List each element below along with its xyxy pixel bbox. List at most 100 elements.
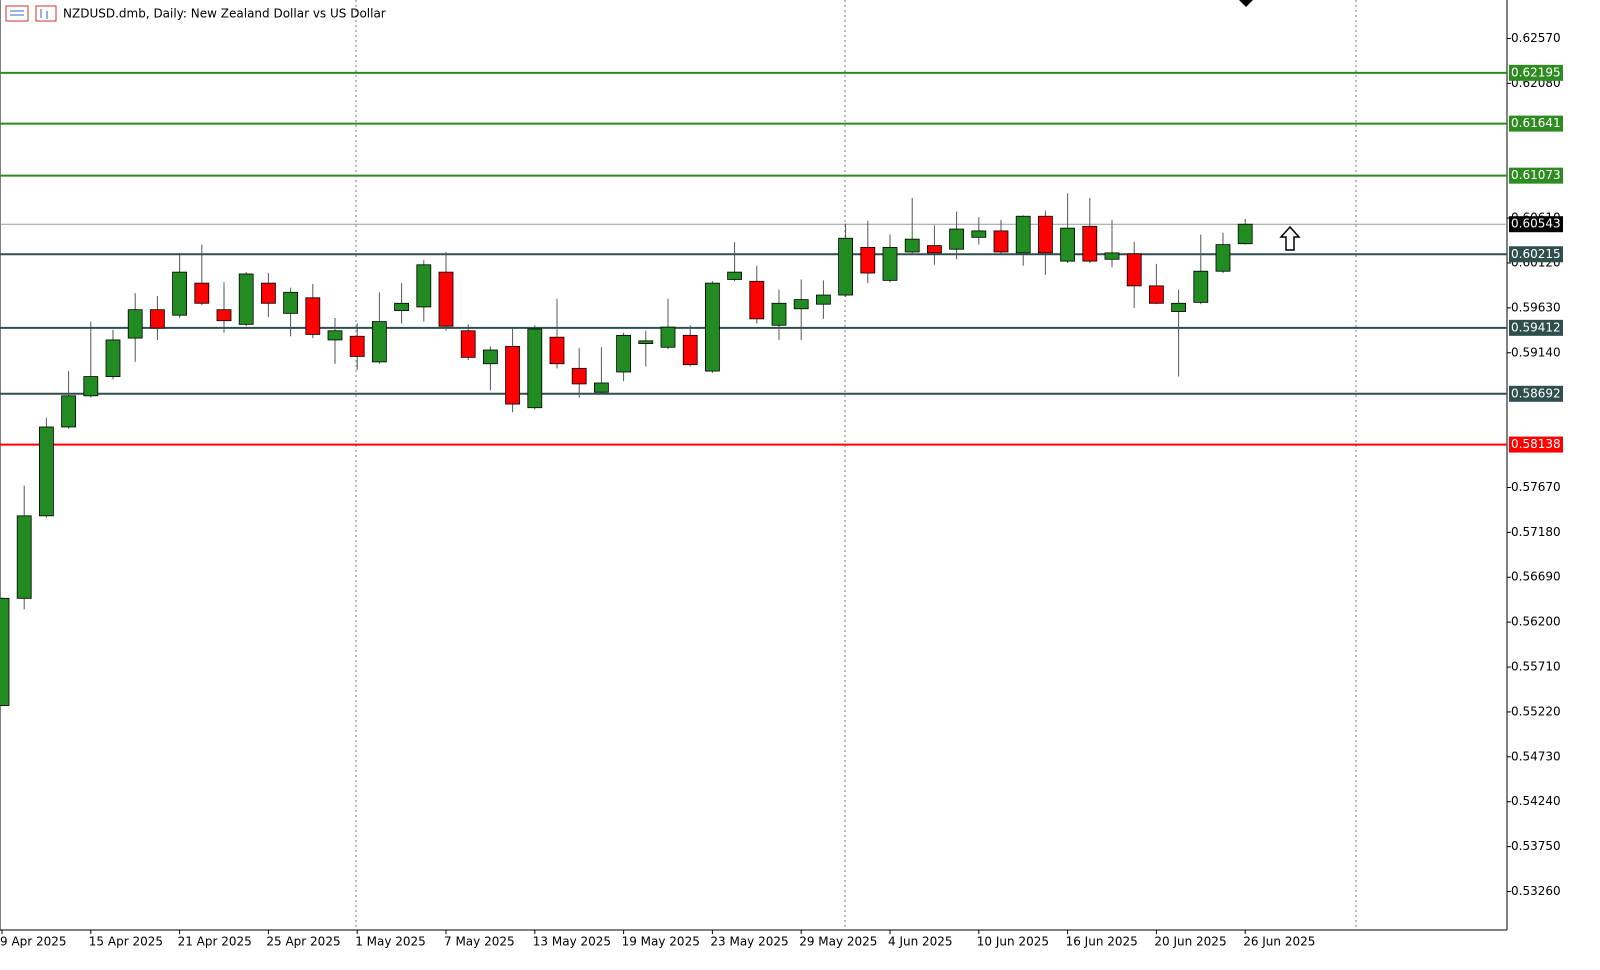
plot: 0.625700.620800.606100.601200.596300.591… (0, 31, 1563, 949)
candle-body (1015, 215, 1031, 254)
level-label-bg (1509, 385, 1563, 402)
marker (1239, 0, 1253, 7)
level-label: 0.59412 (1511, 320, 1561, 334)
candle-body (172, 271, 188, 316)
y-tick-label: 0.56200 (1511, 615, 1561, 629)
candle-body (927, 245, 942, 254)
y-tick-label: 0.55710 (1511, 660, 1561, 674)
candle-body (149, 309, 165, 329)
candle-body (838, 237, 853, 296)
candle-body (216, 309, 232, 322)
candle-body (904, 238, 920, 253)
candle-body (482, 349, 498, 365)
candle-body (1082, 225, 1098, 262)
x-tick-label: 16 Jun 2025 (1066, 935, 1138, 949)
y-tick-label: 0.59630 (1511, 300, 1561, 314)
candle-body (83, 376, 99, 397)
level-label: 0.58692 (1511, 386, 1561, 400)
candle-body (1215, 244, 1231, 272)
candle-body (1237, 223, 1253, 245)
candle-body (771, 302, 787, 326)
level-label-bg (1509, 436, 1563, 453)
y-tick-label: 0.53260 (1511, 884, 1561, 898)
candle-body (39, 426, 54, 517)
x-tick-label: 1 May 2025 (355, 935, 426, 949)
candle-body (394, 302, 410, 312)
candle-body (1038, 215, 1053, 254)
x-tick-label: 15 Apr 2025 (89, 935, 163, 949)
candle-body (638, 340, 654, 344)
buy-arrow (1279, 225, 1301, 251)
y-tick-label: 0.54730 (1511, 749, 1561, 763)
x-tick-label: 19 May 2025 (622, 935, 700, 949)
candle-body (549, 336, 565, 365)
y-tick-label: 0.55220 (1511, 704, 1561, 718)
candle-body (816, 294, 831, 305)
candle-body (1126, 253, 1142, 287)
candle-body (260, 282, 276, 304)
level-label: 0.62195 (1511, 65, 1561, 79)
x-tick-label: 9 Apr 2025 (0, 935, 67, 949)
candle-body (127, 309, 143, 339)
candle-body (527, 328, 543, 409)
candle-body (438, 271, 454, 327)
x-tick-label: 23 May 2025 (710, 935, 788, 949)
candle-body (416, 264, 432, 308)
candle-body (105, 339, 121, 377)
candle-body (882, 246, 898, 281)
candle-body (682, 334, 698, 366)
candle-body (327, 330, 343, 341)
candle-body (571, 367, 587, 385)
x-tick-label: 7 May 2025 (444, 935, 515, 949)
level-label: 0.60215 (1511, 247, 1561, 261)
chart-title: NZDUSD.dmb, Daily: New Zealand Dollar vs… (63, 7, 386, 21)
candle-body (594, 382, 609, 393)
candle-body (993, 230, 1009, 253)
candle-body (727, 271, 742, 280)
candle-body (1149, 285, 1164, 304)
level-label-bg (1509, 216, 1563, 233)
candle-body (283, 291, 299, 314)
y-tick-label: 0.57180 (1511, 525, 1561, 539)
candle-body (949, 228, 964, 250)
candle-body (371, 321, 387, 363)
candle-body (1193, 270, 1209, 303)
level-label-bg (1509, 115, 1563, 132)
candle-body (505, 345, 521, 405)
candle-body (705, 282, 720, 372)
level-label: 0.61073 (1511, 168, 1561, 182)
candle-body (660, 326, 676, 348)
candle-body (616, 334, 631, 373)
x-tick-label: 10 Jun 2025 (977, 935, 1049, 949)
level-label: 0.60543 (1511, 217, 1561, 231)
level-label: 0.58138 (1511, 437, 1561, 451)
x-tick-label: 29 May 2025 (799, 935, 877, 949)
y-tick-label: 0.56690 (1511, 570, 1561, 584)
x-tick-label: 21 Apr 2025 (178, 935, 252, 949)
x-tick-label: 26 Jun 2025 (1243, 935, 1315, 949)
y-tick-label: 0.53750 (1511, 839, 1561, 853)
y-tick-label: 0.59140 (1511, 345, 1561, 359)
candle-body (238, 273, 254, 325)
level-label-bg (1509, 64, 1563, 81)
candle-body (860, 246, 876, 274)
candle-body (971, 230, 987, 238)
x-tick-label: 4 Jun 2025 (888, 935, 953, 949)
candle-body (0, 597, 10, 706)
y-tick-label: 0.62570 (1511, 31, 1561, 45)
level-label-bg (1509, 246, 1563, 263)
candle-body (194, 282, 210, 304)
y-tick-label: 0.57670 (1511, 480, 1561, 494)
level-label: 0.61641 (1511, 116, 1561, 130)
candle-body (305, 297, 321, 335)
menu-icon[interactable] (5, 5, 29, 22)
candle-body (1060, 227, 1075, 262)
level-label-bg (1509, 319, 1563, 336)
chart-icon[interactable] (35, 5, 57, 22)
candle-body (349, 335, 365, 357)
candle-body (61, 395, 76, 428)
candle-body (749, 280, 765, 320)
x-tick-label: 25 Apr 2025 (266, 935, 340, 949)
